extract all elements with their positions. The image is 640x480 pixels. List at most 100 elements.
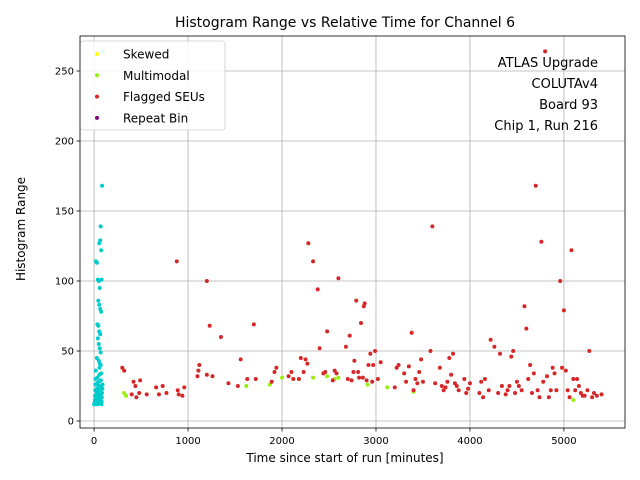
flagged-seus-point [356, 370, 361, 374]
normal-point [98, 332, 103, 337]
legend-marker-multimodal [95, 73, 99, 78]
multimodal-point [122, 391, 127, 395]
flagged-seus-point [296, 377, 301, 381]
legend: Skewed Multimodal Flagged SEUs Repeat Bin [79, 40, 226, 131]
flagged-seus-point [332, 368, 337, 373]
flagged-seus-point [439, 384, 444, 388]
x-tick-label: 5000 [551, 436, 576, 447]
flagged-seus-point [133, 384, 138, 388]
x-tick-label: 1000 [175, 436, 200, 447]
flagged-seus-point [462, 377, 467, 381]
flagged-seus-point [378, 360, 383, 365]
normal-point [95, 375, 100, 380]
flagged-seus-point [347, 333, 352, 338]
flagged-seus-point [226, 381, 231, 386]
flagged-seus-point [392, 385, 397, 390]
flagged-seus-point [137, 391, 142, 395]
legend-label-skewed: Skewed [123, 48, 169, 62]
flagged-seus-point [546, 395, 551, 400]
flagged-seus-point [210, 374, 215, 379]
flagged-seus-point [529, 391, 534, 395]
flagged-seus-point [138, 378, 143, 383]
multimodal-point [244, 384, 249, 388]
normal-point [99, 395, 104, 400]
normal-point [96, 323, 101, 328]
flagged-seus-point [301, 370, 306, 374]
flagged-seus-point [323, 370, 328, 374]
normal-point [100, 183, 105, 188]
flagged-seus-point [522, 304, 527, 309]
multimodal-point [385, 385, 390, 390]
flagged-seus-point [533, 183, 538, 188]
y-tick-label: 200 [55, 137, 74, 148]
multimodal-point [311, 375, 316, 380]
legend-label-repeat-bin: Repeat Bin [123, 111, 188, 125]
flagged-seus-point [406, 364, 411, 369]
flagged-seus-point [445, 379, 450, 384]
flagged-seus-point [325, 329, 330, 334]
flagged-seus-point [428, 349, 433, 353]
flagged-seus-point [567, 395, 572, 400]
normal-point [96, 342, 101, 346]
flagged-seus-point [120, 365, 125, 370]
normal-point [97, 346, 102, 351]
normal-point [100, 382, 105, 387]
flagged-seus-point [492, 344, 497, 349]
flagged-seus-point [449, 372, 454, 377]
flagged-seus-point [122, 368, 127, 373]
flagged-seus-point [415, 381, 420, 386]
x-axis-label: Time since start of run [minutes] [245, 451, 443, 465]
multimodal-point [124, 393, 129, 398]
flagged-seus-point [511, 349, 516, 353]
flagged-seus-point [417, 370, 422, 374]
flagged-seus-point [394, 365, 399, 370]
flagged-seus-point [599, 392, 604, 397]
flagged-seus-point [144, 392, 149, 397]
flagged-seus-point [336, 276, 341, 281]
flagged-seus-point [537, 395, 542, 400]
flagged-seus-point [467, 381, 472, 386]
flagged-seus-point [269, 379, 274, 384]
normal-point [98, 350, 103, 355]
normal-point [96, 298, 101, 303]
flagged-seus-point [402, 371, 407, 376]
flagged-seus-point [433, 381, 438, 386]
flagged-seus-point [477, 391, 482, 395]
y-tick-label: 100 [55, 277, 74, 288]
flagged-seus-point [587, 349, 592, 353]
normal-point [99, 399, 104, 404]
flagged-seus-point [420, 379, 425, 384]
flagged-seus-point [164, 391, 169, 395]
multimodal-point [280, 375, 285, 380]
flagged-seus-point [526, 377, 531, 381]
flagged-seus-point [496, 391, 501, 395]
normal-point [94, 260, 99, 265]
flagged-seus-point [345, 377, 350, 381]
flagged-seus-point [552, 371, 557, 376]
flagged-seus-point [218, 335, 223, 339]
flagged-seus-point [311, 259, 316, 264]
flagged-seus-point [545, 374, 550, 379]
flagged-seus-point [539, 239, 544, 244]
multimodal-point [365, 382, 370, 387]
flagged-seus-point [443, 385, 448, 390]
normal-point [99, 371, 104, 376]
legend-marker-skewed [95, 52, 99, 56]
flagged-seus-point [454, 384, 459, 388]
flagged-seus-point [543, 49, 548, 54]
annotation-line-1: ATLAS Upgrade [498, 56, 598, 71]
flagged-seus-point [561, 308, 566, 313]
run-annotation: ATLAS Upgrade COLUTAv4 Board 93 Chip 1, … [494, 56, 598, 134]
flagged-seus-point [565, 388, 570, 393]
flagged-seus-point [486, 388, 491, 393]
flagged-seus-point [272, 370, 277, 374]
flagged-seus-point [550, 365, 555, 370]
flagged-seus-point [375, 377, 380, 381]
flagged-seus-point [134, 395, 139, 400]
annotation-line-2: COLUTAv4 [532, 77, 598, 92]
flagged-seus-point [238, 357, 243, 362]
flagged-seus-point [585, 388, 590, 393]
flagged-seus-point [195, 374, 200, 379]
flagged-seus-point [516, 384, 521, 388]
multimodal-point [571, 398, 576, 402]
